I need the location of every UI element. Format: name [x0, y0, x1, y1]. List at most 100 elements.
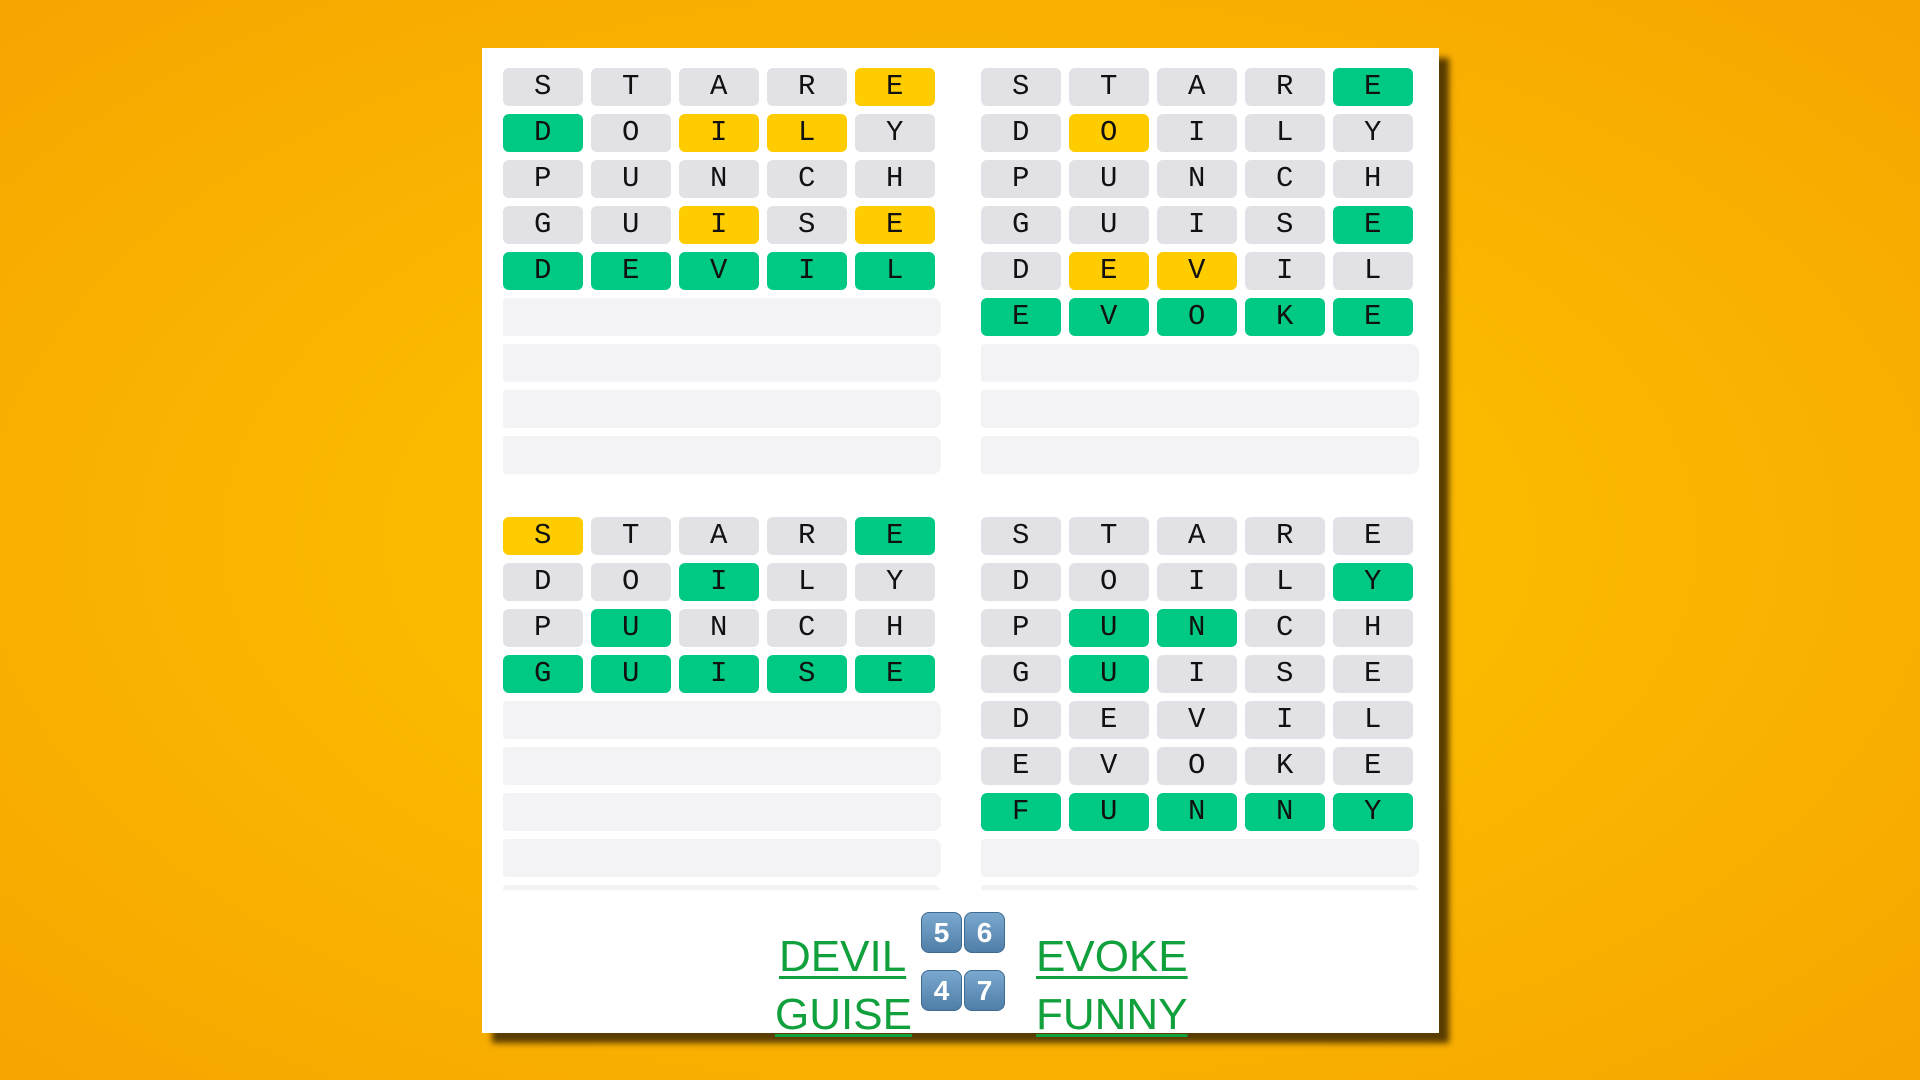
letter-tile	[767, 252, 847, 290]
empty-row	[981, 344, 1419, 382]
letter-tile	[503, 655, 583, 693]
letter-tile	[767, 160, 847, 198]
guess-row: FUNNY	[981, 793, 1425, 831]
answer-link-evoke[interactable]: EVOKE	[1036, 932, 1188, 981]
guess-word: DEVIL	[1012, 254, 1425, 287]
answer-link-guise[interactable]: GUISE	[775, 990, 912, 1039]
letter-tile	[679, 609, 759, 647]
letter-tile	[1245, 298, 1325, 336]
guess-row: GUISE	[981, 206, 1425, 244]
letter-tile	[767, 68, 847, 106]
letter-tile	[591, 609, 671, 647]
answer-link-funny[interactable]: FUNNY	[1036, 990, 1188, 1039]
guess-word: GUISE	[1012, 208, 1425, 241]
letter-tile	[503, 114, 583, 152]
letter-tile	[1245, 68, 1325, 106]
letter-tile	[679, 206, 759, 244]
letter-tile	[1245, 114, 1325, 152]
letter-tile	[855, 563, 935, 601]
letter-tile	[981, 701, 1061, 739]
letter-tile	[767, 114, 847, 152]
letter-tile	[1069, 160, 1149, 198]
letter-tile	[981, 206, 1061, 244]
guess-row: PUNCH	[503, 609, 947, 647]
letter-tile	[1069, 793, 1149, 831]
guess-word: DOILY	[534, 116, 947, 149]
letter-tile	[1333, 206, 1413, 244]
letter-tile	[1333, 68, 1413, 106]
guess-row: STARE	[503, 517, 947, 555]
guess-word: DEVIL	[534, 254, 947, 287]
letter-tile	[679, 114, 759, 152]
letter-tile	[981, 747, 1061, 785]
quordle-results-card: STARE DOILY PUNCH GUISE DEVIL STARE DOILY PUNCH…	[482, 48, 1439, 1039]
guess-row: GUISE	[503, 206, 947, 244]
letter-tile	[591, 160, 671, 198]
letter-tile	[503, 68, 583, 106]
guess-row: PUNCH	[981, 160, 1425, 198]
letter-tile	[1245, 655, 1325, 693]
letter-tile	[1333, 563, 1413, 601]
letter-tile	[1157, 701, 1237, 739]
guess-row: EVOKE	[981, 298, 1425, 336]
letter-tile	[1245, 701, 1325, 739]
board-4: STARE DOILY PUNCH GUISE DEVIL EVOKE FUNNY	[981, 517, 1425, 890]
letter-tile	[679, 655, 759, 693]
guess-word: EVOKE	[1012, 300, 1425, 333]
letter-tile	[679, 252, 759, 290]
letter-tile	[503, 206, 583, 244]
score-badges-row1: 5 6	[921, 912, 1005, 953]
letter-tile	[1157, 655, 1237, 693]
guess-row: PUNCH	[503, 160, 947, 198]
letter-tile	[1157, 68, 1237, 106]
letter-tile	[591, 252, 671, 290]
guess-row: DOILY	[981, 114, 1425, 152]
letter-tile	[767, 655, 847, 693]
letter-tile	[1069, 747, 1149, 785]
letter-tile	[981, 563, 1061, 601]
letter-tile	[981, 114, 1061, 152]
letter-tile	[1157, 747, 1237, 785]
letter-tile	[855, 655, 935, 693]
letter-tile	[767, 563, 847, 601]
letter-tile	[503, 563, 583, 601]
letter-tile	[1333, 793, 1413, 831]
answer-link-devil[interactable]: DEVIL	[779, 932, 907, 981]
letter-tile	[855, 68, 935, 106]
letter-tile	[1333, 160, 1413, 198]
guess-word: FUNNY	[1012, 795, 1425, 828]
letter-tile	[1333, 747, 1413, 785]
guess-row: GUISE	[503, 655, 947, 693]
letter-tile	[855, 517, 935, 555]
letter-tile	[855, 609, 935, 647]
guess-word: GUISE	[534, 208, 947, 241]
letter-tile	[1157, 252, 1237, 290]
letter-tile	[1157, 563, 1237, 601]
letter-tile	[1069, 206, 1149, 244]
letter-tile	[679, 68, 759, 106]
letter-tile	[981, 793, 1061, 831]
guess-word: PUNCH	[1012, 162, 1425, 195]
letter-tile	[981, 252, 1061, 290]
guess-word: STARE	[534, 70, 947, 103]
letter-tile	[1069, 609, 1149, 647]
empty-row	[503, 839, 941, 877]
letter-tile	[503, 252, 583, 290]
empty-row	[503, 390, 941, 428]
guess-word: STARE	[1012, 519, 1425, 552]
letter-tile	[503, 160, 583, 198]
letter-tile	[855, 160, 935, 198]
letter-tile	[1333, 114, 1413, 152]
letter-tile	[679, 517, 759, 555]
guess-row: STARE	[981, 517, 1425, 555]
letter-tile	[1333, 298, 1413, 336]
letter-tile	[855, 252, 935, 290]
empty-row	[503, 436, 941, 474]
board-2: STARE DOILY PUNCH GUISE DEVIL EVOKE	[981, 68, 1425, 482]
letter-tile	[1245, 206, 1325, 244]
empty-row	[503, 885, 941, 890]
letter-tile	[981, 68, 1061, 106]
letter-tile	[1157, 114, 1237, 152]
letter-tile	[855, 206, 935, 244]
letter-tile	[1333, 701, 1413, 739]
